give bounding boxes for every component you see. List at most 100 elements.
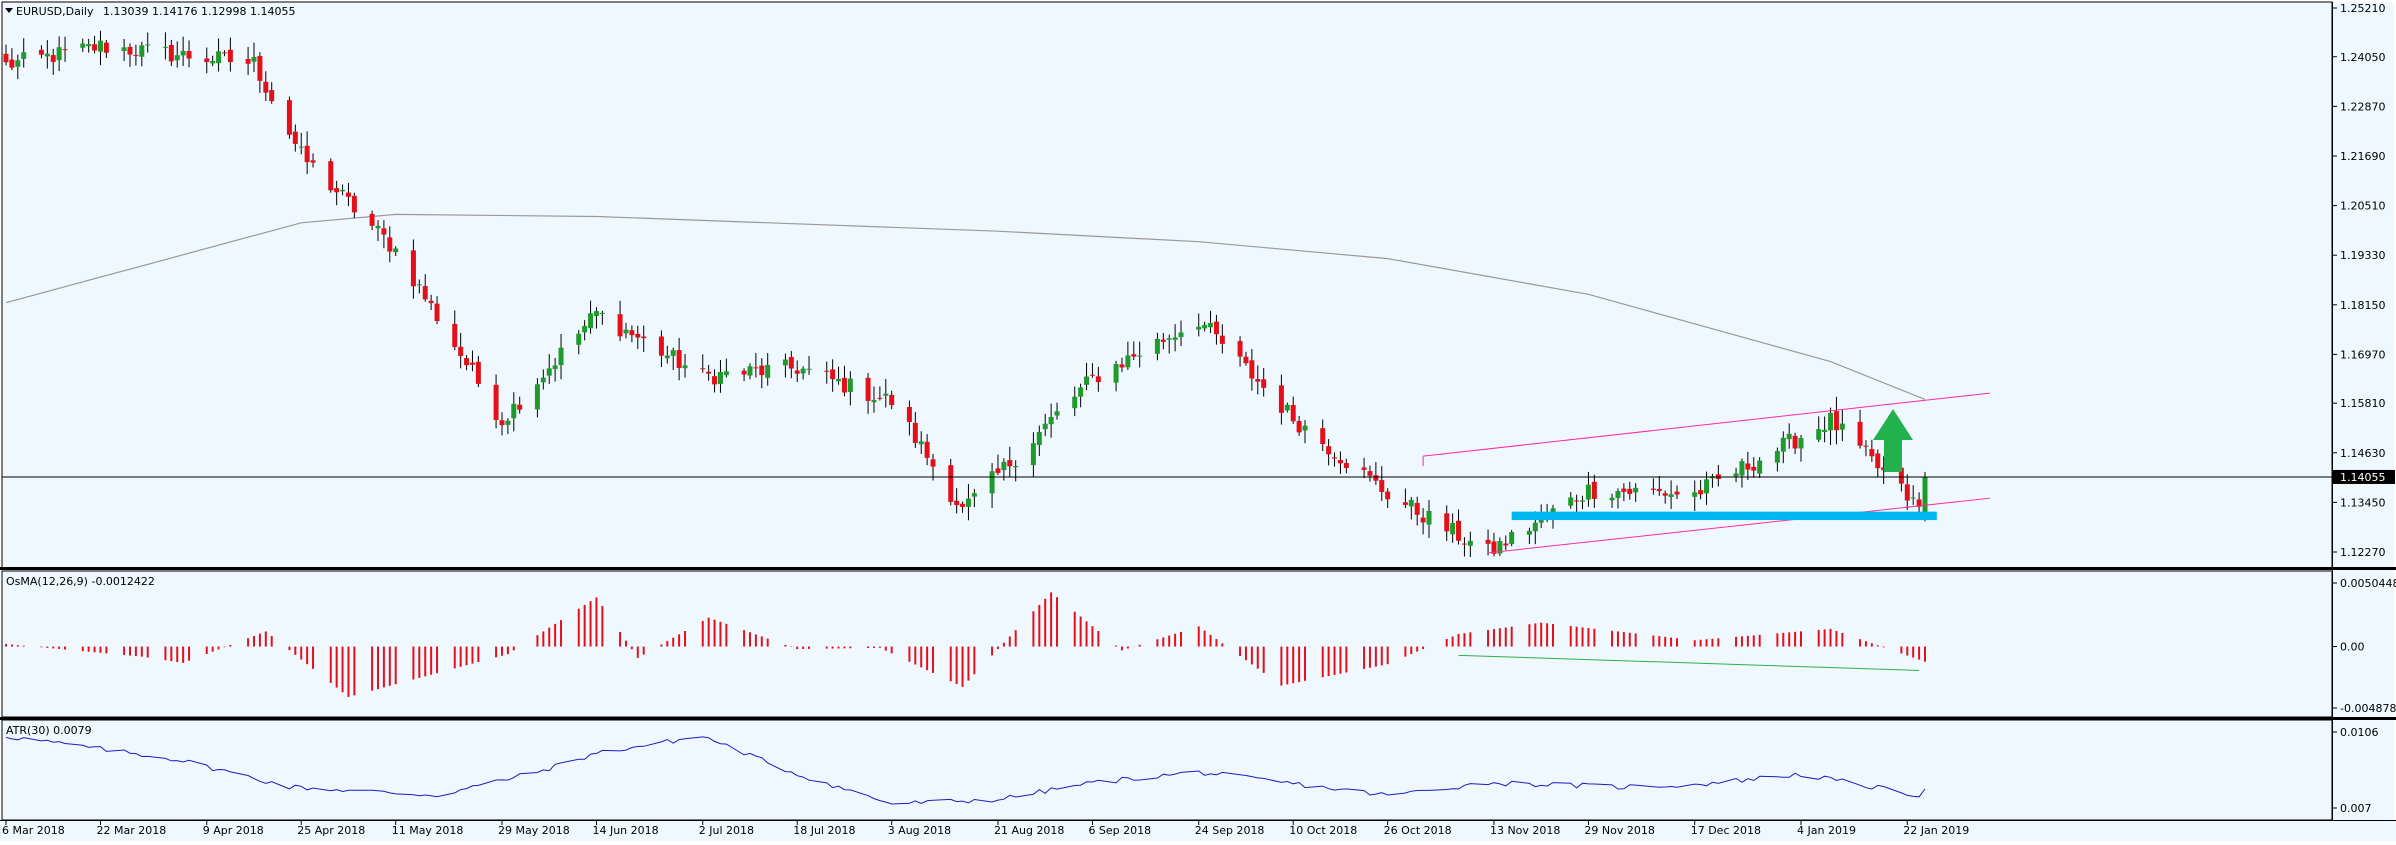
candle-body [139, 45, 145, 57]
candle [1048, 403, 1054, 438]
candle-body [1013, 465, 1019, 468]
candle-body [1757, 460, 1763, 474]
candle [765, 353, 771, 386]
candle-body [80, 43, 86, 48]
candle-body [782, 359, 788, 366]
candle-body [1822, 429, 1828, 432]
candle [1467, 531, 1473, 557]
candle [877, 386, 883, 401]
candle [422, 274, 428, 302]
price-scale[interactable] [2332, 2, 2394, 820]
price-pane[interactable] [1, 1, 2333, 569]
candle [221, 50, 227, 57]
candle [1509, 529, 1515, 547]
candle-body [1898, 467, 1904, 484]
candle [1072, 386, 1078, 417]
candle-body [1444, 513, 1450, 532]
candle-body [836, 378, 842, 382]
price-tick-label: 1.25210 [2340, 2, 2386, 15]
candle-body [924, 441, 930, 458]
candle-body [1202, 324, 1208, 329]
candle [1296, 415, 1302, 436]
candle [1609, 493, 1615, 508]
candle-body [38, 49, 44, 55]
candle-body [245, 59, 251, 64]
up-arrow-icon[interactable] [1873, 409, 1913, 472]
candle [204, 47, 210, 74]
candle-body [765, 364, 771, 378]
candle-body [162, 46, 168, 48]
candle-body [1456, 520, 1462, 541]
candle [1137, 341, 1143, 368]
candle-body [428, 300, 434, 304]
candle [1816, 416, 1822, 443]
candle-body [1668, 494, 1674, 497]
candle-body [269, 90, 275, 102]
candle-body [127, 46, 133, 55]
time-scale[interactable] [0, 820, 2396, 841]
candle [1591, 474, 1597, 508]
candle [552, 357, 558, 382]
candle-body [304, 145, 310, 163]
candle-body [1320, 428, 1326, 445]
candle-body [257, 55, 263, 81]
candle [1857, 409, 1863, 449]
candle [1326, 439, 1332, 466]
candle-body [1485, 539, 1491, 544]
candle [800, 366, 806, 380]
candle [80, 38, 86, 52]
candle [286, 96, 292, 139]
candle [340, 184, 346, 196]
candle-body [1692, 492, 1698, 497]
chart-menu-triangle-icon[interactable] [5, 8, 13, 13]
candle-body [1615, 491, 1621, 498]
candle [1450, 513, 1456, 543]
candle [623, 322, 629, 339]
candle-body [227, 49, 233, 63]
osma-divergence-line [1458, 654, 1920, 671]
candle-body [1084, 376, 1090, 385]
candle [753, 352, 759, 378]
candle-body [1733, 473, 1739, 477]
candle-body [546, 368, 552, 376]
candle-body [948, 465, 954, 502]
candle [174, 41, 180, 68]
time-tick-label: 2 Jul 2018 [699, 824, 754, 837]
candle-body [1131, 354, 1137, 357]
candle-body [1420, 517, 1426, 523]
atr-pane[interactable] [1, 719, 2333, 821]
candle-body [1385, 491, 1391, 500]
candle-body [328, 161, 334, 191]
candle [918, 431, 924, 454]
candle [965, 484, 971, 521]
candle [1426, 500, 1432, 538]
price-tick-label: 1.22870 [2340, 100, 2386, 113]
candle [1650, 478, 1656, 495]
time-tick-label: 11 May 2018 [392, 824, 464, 837]
candle [50, 48, 56, 75]
candle [641, 325, 647, 352]
candle [664, 345, 670, 364]
candle [836, 366, 842, 385]
candle [345, 182, 351, 207]
candle [328, 158, 334, 193]
osma-pane[interactable] [1, 570, 2333, 718]
candle [830, 359, 836, 392]
candle-body [1030, 443, 1036, 466]
candle-body [800, 368, 806, 374]
candle [1208, 310, 1214, 334]
candle-body [706, 371, 712, 374]
candle-body [824, 370, 830, 372]
candle-body [877, 397, 883, 399]
candle-body [121, 47, 127, 51]
candle [334, 180, 340, 206]
candle-body [458, 346, 464, 357]
time-tick-label: 24 Sep 2018 [1195, 824, 1265, 837]
candle [534, 378, 540, 418]
time-tick-label: 18 Jul 2018 [793, 824, 855, 837]
candle-body [499, 420, 505, 426]
candle-body [906, 407, 912, 422]
candle [1798, 434, 1804, 462]
